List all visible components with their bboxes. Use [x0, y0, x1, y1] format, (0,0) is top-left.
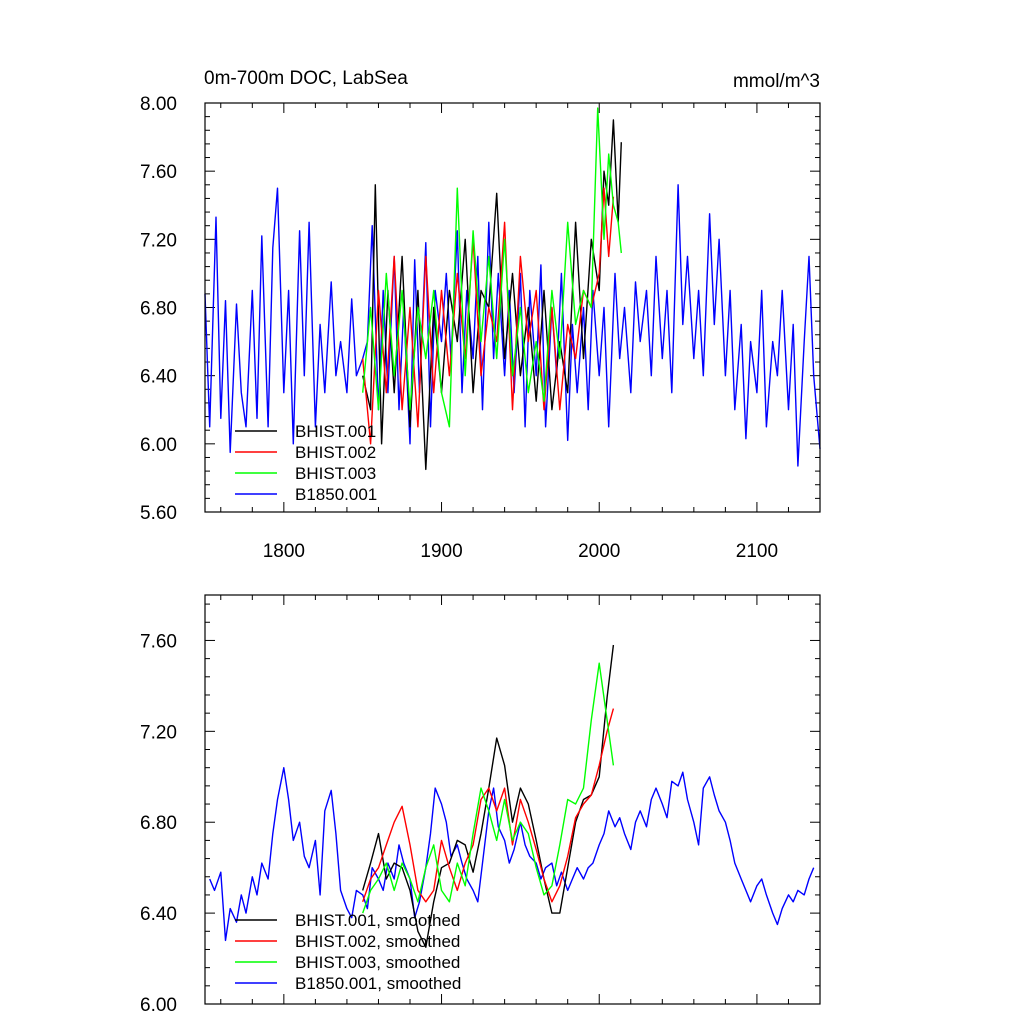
y-tick-label: 6.80 [140, 299, 177, 320]
series-line-b1850-001 [204, 184, 821, 467]
y-tick-label: 6.40 [140, 367, 177, 388]
bottom-axis-ticks [205, 595, 821, 1005]
legend-label: BHIST.002, smoothed [295, 932, 460, 951]
x-tick-label: 2100 [736, 541, 778, 562]
x-tick-label: 2000 [578, 541, 620, 562]
legend-label: BHIST.001 [295, 422, 376, 441]
series-line-bhist-003-smoothed [362, 662, 615, 914]
x-tick-label: 1800 [263, 541, 305, 562]
y-tick-label: 8.00 [140, 94, 177, 115]
top-legend: BHIST.001 BHIST.002 BHIST.003 B1850.001 [235, 422, 377, 504]
series-line-bhist-002-smoothed [362, 708, 615, 903]
y-tick-label: 7.60 [140, 631, 177, 652]
bottom-panel: 6.00 6.40 6.80 7.20 7.60 BHIST.001, smoothed… [140, 594, 821, 1016]
series-line-bhist-003 [362, 107, 622, 428]
bottom-legend: BHIST.001, smoothed BHIST.002, smoothed BH… [235, 911, 461, 993]
top-y-tick-labels: 5.60 6.00 6.40 6.80 7.20 7.60 8.00 [140, 94, 177, 524]
y-tick-label: 6.00 [140, 995, 177, 1016]
x-tick-label: 1900 [420, 541, 462, 562]
legend-label: BHIST.001, smoothed [295, 911, 460, 930]
y-tick-label: 7.60 [140, 162, 177, 183]
y-tick-label: 6.80 [140, 813, 177, 834]
y-tick-label: 6.40 [140, 904, 177, 925]
y-tick-label: 5.60 [140, 503, 177, 524]
series-line-bhist-001 [362, 119, 622, 471]
legend-label: BHIST.003, smoothed [295, 953, 460, 972]
legend-label: B1850.001 [295, 485, 377, 504]
y-tick-label: 7.20 [140, 230, 177, 251]
series-line-b1850-001-smoothed [209, 767, 815, 942]
bottom-plot-frame [204, 594, 821, 1005]
top-plot-frame [204, 102, 821, 513]
legend-label: B1850.001, smoothed [295, 974, 461, 993]
y-tick-label: 6.00 [140, 435, 177, 456]
legend-label: BHIST.003 [295, 464, 376, 483]
top-series-lines [204, 107, 821, 471]
top-panel: 0m-700m DOC, LabSea mmol/m^3 5.60 6.00 6.4… [140, 68, 821, 562]
legend-label: BHIST.002 [295, 443, 376, 462]
top-x-tick-labels: 1800 1900 2000 2100 [263, 541, 778, 562]
chart-title: 0m-700m DOC, LabSea [204, 68, 408, 89]
units-label: mmol/m^3 [733, 71, 820, 92]
bottom-series-lines [209, 644, 815, 948]
y-tick-label: 7.20 [140, 722, 177, 743]
series-line-bhist-001-smoothed [362, 644, 615, 948]
bottom-y-tick-labels: 6.00 6.40 6.80 7.20 7.60 [140, 631, 177, 1016]
